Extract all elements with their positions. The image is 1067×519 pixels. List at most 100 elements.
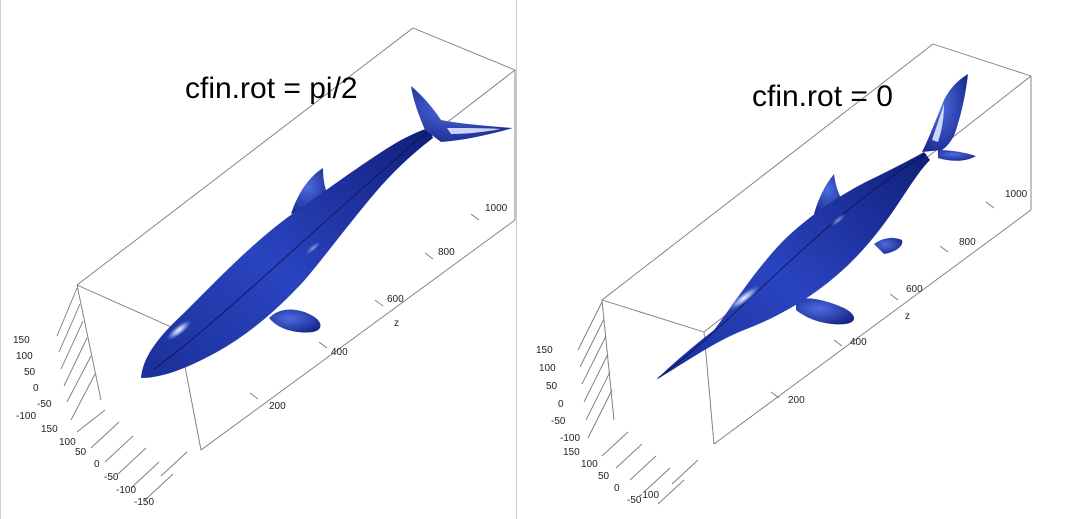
x-tick-label: -50 [104,472,119,483]
x-tick [671,459,699,485]
panel-caption: cfin.rot = pi/2 [185,72,358,105]
z-tick [939,245,949,253]
specular-highlight [727,285,761,311]
tail-highlight [932,104,944,142]
dolphin-model [141,86,513,378]
x-tick-label: 100 [581,459,598,470]
z-tick [318,341,328,349]
z-tick [249,392,259,400]
x-tick [615,443,643,469]
z-tick [470,213,480,221]
y-tick-label: 0 [558,399,564,410]
y-tick [587,389,613,439]
x-tick-label: 50 [75,447,87,458]
x-tick-label: -50 [627,495,642,506]
z-tick-label: 800 [438,247,455,258]
dolphin-ridge [657,153,927,379]
panel-cfin-rot-pi-2: 200 400 600 800 1000 z 150 100 50 0 -50 … [0,0,517,519]
y-tick [58,303,81,353]
plot-3d-left: 200 400 600 800 1000 z 150 100 50 0 -50 … [13,27,516,508]
x-axis: 150 100 50 0 -50 -100 [563,431,699,506]
x-tick [76,409,106,433]
y-tick [583,353,609,403]
y-tick-label: 100 [16,351,33,362]
z-axis: 200 400 600 800 1000 z [249,203,508,412]
x-tick [657,479,685,505]
z-tick-label: 200 [788,395,805,406]
y-tick-label: -50 [551,416,566,427]
x-tick [90,421,120,449]
dolphin-model [656,74,976,380]
y-tick [66,355,92,403]
dolphin-body [141,128,433,378]
x-tick-label: 0 [94,459,100,470]
x-tick-label: -100 [639,490,659,501]
y-tick-label: -100 [560,433,580,444]
y-tick [581,335,607,385]
y-tick [56,287,78,337]
dolphin-ridge [152,131,428,371]
tail-fluke-lower [938,150,976,161]
z-tick [833,339,843,347]
x-tick-label: 150 [563,447,580,458]
y-tick-label: 0 [33,383,39,394]
x-tick [629,455,657,481]
x-tick [117,447,147,475]
pectoral-fin [269,309,321,333]
y-tick [579,318,605,368]
y-axis: 150 100 50 0 -50 -100 [536,301,613,444]
y-axis: 150 100 50 0 -50 -100 [13,287,96,422]
y-tick [577,301,603,351]
x-tick-label: 100 [59,437,76,448]
x-tick [144,473,174,501]
z-tick-label: 1000 [1005,189,1028,200]
x-tick-label: 50 [598,471,610,482]
x-tick [104,435,134,463]
z-tick [770,391,780,399]
y-tick-label: 100 [539,363,556,374]
panel-cfin-rot-0: 200 400 600 800 1000 z 150 100 50 0 -50 … [518,0,1067,519]
panel-caption: cfin.rot = 0 [752,80,893,113]
z-axis-title: z [394,318,399,329]
x-tick [601,431,629,457]
z-tick [374,299,384,307]
y-tick [60,320,84,370]
x-tick-label: 0 [614,483,620,494]
z-axis: 200 400 600 800 1000 z [770,189,1028,406]
x-axis: 150 100 50 0 -50 -100 -150 [41,409,188,508]
y-tick-label: -100 [16,411,36,422]
y-tick-label: 150 [536,345,553,356]
tail-highlight [447,128,501,134]
pectoral-fin-far [874,237,903,254]
x-tick [130,461,160,489]
z-tick [424,252,434,260]
x-tick-label: -100 [116,485,136,496]
dolphin-body [656,152,930,380]
specular-highlight [305,241,321,255]
specular-highlight [830,213,846,227]
z-tick-label: 600 [906,284,923,295]
y-tick-label: 150 [13,335,30,346]
x-tick-label: -150 [134,497,154,508]
y-tick-label: -50 [37,399,52,410]
y-tick [63,337,88,387]
y-tick-label: 50 [24,367,36,378]
y-tick-label: 50 [546,381,558,392]
x-tick [643,467,671,493]
z-tick [889,293,899,301]
plot-3d-right: 200 400 600 800 1000 z 150 100 50 0 -50 … [536,43,1032,506]
specular-highlight [166,319,192,341]
tail-fluke [411,86,513,142]
x-tick [160,451,188,477]
z-tick-label: 200 [269,401,286,412]
pectoral-fin [796,298,855,325]
z-axis-title: z [905,311,910,322]
z-tick-label: 400 [850,337,867,348]
y-tick [585,371,611,421]
z-tick [985,201,995,209]
x-tick-label: 150 [41,424,58,435]
z-tick-label: 1000 [485,203,508,214]
z-tick-label: 600 [387,294,404,305]
z-tick-label: 400 [331,347,348,358]
z-tick-label: 800 [959,237,976,248]
